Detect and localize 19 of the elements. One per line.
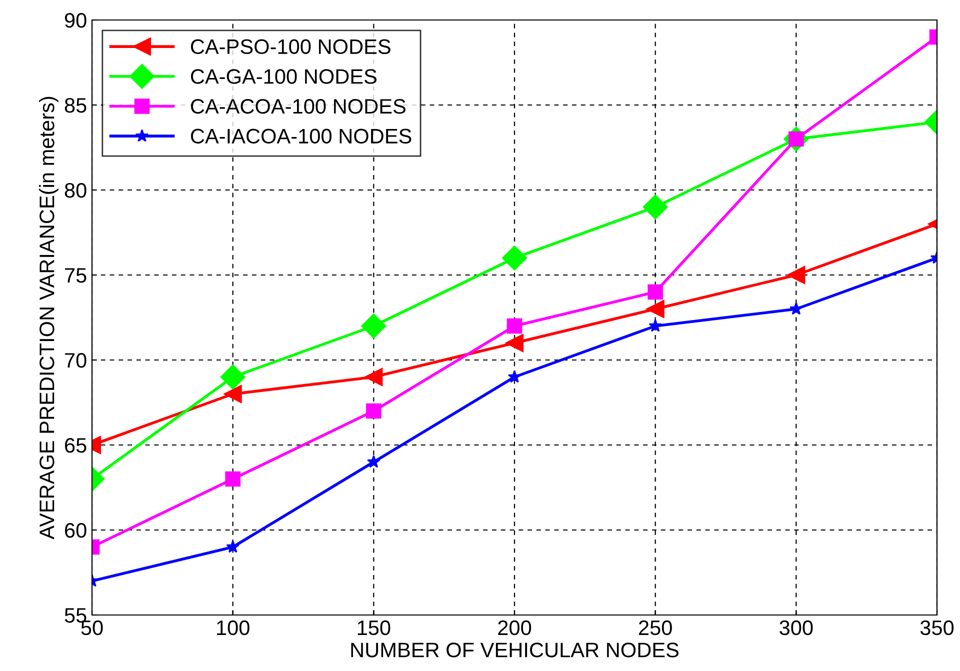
x-tick-label: 300 <box>780 620 813 636</box>
x-tick-label: 200 <box>498 620 532 636</box>
legend-label: CA-GA-100 NODES <box>190 69 377 84</box>
legend-label: CA-IACOA-100 NODES <box>190 128 412 144</box>
y-tick-label: 75 <box>65 268 86 283</box>
x-axis-title: NUMBER OF VEHICULAR NODES <box>351 642 678 658</box>
x-tick-label: 100 <box>217 620 250 636</box>
y-tick-label: 60 <box>65 523 86 538</box>
x-tick-label: 150 <box>358 620 390 636</box>
legend-label: CA-PSO-100 NODES <box>190 39 390 54</box>
y-tick-label: 80 <box>64 183 86 198</box>
x-tick-label: 250 <box>639 620 672 636</box>
y-tick-label: 70 <box>65 353 86 368</box>
y-tick-label: 90 <box>64 13 86 28</box>
legend-label: CA-ACOA-100 NODES <box>190 98 406 114</box>
y-tick-label: 65 <box>65 438 86 453</box>
y-axis-title: AVERAGE PREDICTION VARIANCE(in meters) <box>38 96 58 540</box>
x-tick-label: 350 <box>920 620 954 636</box>
y-tick-label: 85 <box>64 98 86 113</box>
